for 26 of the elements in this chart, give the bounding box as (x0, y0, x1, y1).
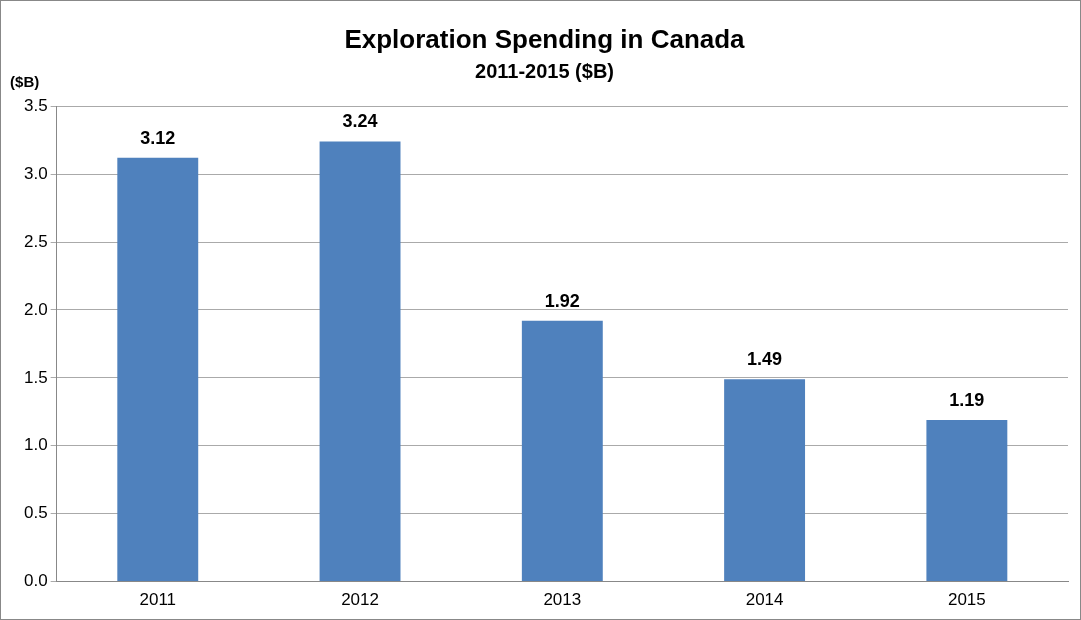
x-tick-label: 2015 (947, 590, 986, 610)
bar (117, 157, 199, 582)
y-tick-label: 3.5 (23, 95, 48, 115)
data-label: 3.12 (140, 127, 176, 148)
bar (926, 419, 1008, 582)
x-tick-label: 2011 (139, 590, 177, 610)
data-label: 1.92 (544, 290, 580, 311)
x-tick-label: 2013 (543, 590, 582, 610)
x-tick-label: 2012 (341, 590, 379, 610)
y-tick-label: 3.0 (23, 163, 48, 183)
bar (319, 141, 401, 582)
y-tick-label: 2.5 (23, 231, 48, 251)
data-label: 3.24 (342, 111, 378, 132)
chart-title: Exploration Spending in Canada (344, 23, 746, 54)
y-tick-label: 0.5 (23, 503, 48, 523)
y-axis-title: ($B) (10, 72, 40, 90)
y-tick-label: 0.0 (23, 571, 48, 591)
y-tick-label: 1.5 (23, 367, 48, 387)
bar (724, 379, 806, 582)
x-tick-label: 2014 (745, 590, 784, 610)
data-label: 1.19 (949, 389, 985, 410)
data-label: 1.49 (747, 349, 783, 370)
y-tick-label: 1.0 (23, 435, 48, 455)
bar (521, 320, 603, 582)
y-tick-label: 2.0 (23, 299, 48, 319)
chart-subtitle: 2011-2015 ($B) (475, 59, 614, 82)
